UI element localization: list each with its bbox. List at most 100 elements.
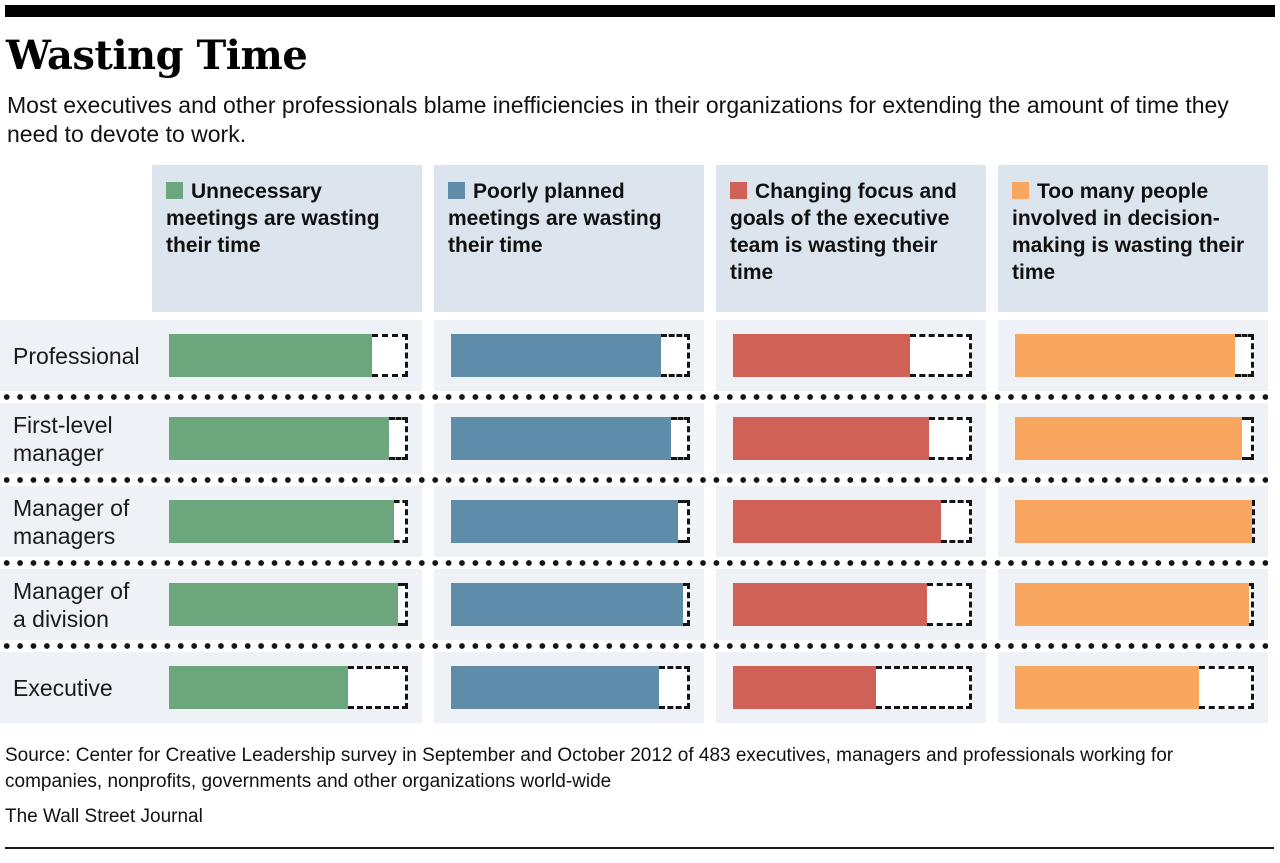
bar-cell [434,652,704,723]
bar-fill [733,417,929,460]
column-gap [422,320,434,391]
bar-track [733,500,972,543]
bar-cell [434,403,704,474]
column-gap [704,403,716,474]
column-header-label: Changing focus and goals of the executiv… [730,180,957,284]
bar-fill [169,334,373,377]
credit-line: The Wall Street Journal [5,806,203,827]
column-gap [986,486,998,557]
bar-cell [152,486,422,557]
page-title: Wasting Time [6,32,308,79]
column-header-3: Changing focus and goals of the executiv… [716,165,986,312]
dotted-separator [0,557,1268,569]
bar-fill [1015,334,1235,377]
bar-cell [152,569,422,640]
dotted-separator [0,474,1268,486]
column-header-1: Unnecessary meetings are wasting their t… [152,165,422,312]
chart-row: First-level manager [0,403,1268,474]
bar-cell [716,652,986,723]
chart-row: Manager of managers [0,486,1268,557]
bar-track [733,666,972,709]
bar-track [451,500,690,543]
column-header-row: Unnecessary meetings are wasting their t… [0,165,1268,312]
column-gap [986,569,998,640]
bar-fill [169,417,389,460]
dotted-separator [0,640,1268,652]
bar-track [169,417,408,460]
row-label: Manager of a division [0,569,152,640]
column-gap [704,652,716,723]
legend-swatch-icon [166,182,183,199]
bar-track [1015,500,1255,543]
column-gap [704,165,716,312]
dotted-separator [0,391,1268,403]
bar-fill [169,583,399,626]
bar-remainder [1199,666,1254,709]
chart-subtitle: Most executives and other professionals … [7,92,1229,147]
column-gap [704,486,716,557]
bar-fill [169,666,349,709]
bar-cell [434,569,704,640]
bar-remainder [928,417,972,460]
column-gap [422,569,434,640]
bar-remainder [393,500,408,543]
row-label: Executive [0,652,152,723]
column-gap [986,652,998,723]
bar-track [1015,334,1254,377]
bar-remainder [1234,334,1254,377]
header-label-spacer [0,165,152,312]
bar-cell [998,652,1268,723]
bar-remainder [940,500,972,543]
bar-track [451,666,690,709]
chart-row: Professional [0,320,1268,391]
bar-remainder [926,583,972,626]
column-gap [986,165,998,312]
bar-fill [451,417,671,460]
column-gap [704,569,716,640]
bar-cell [998,403,1268,474]
bar-track [1015,417,1254,460]
bar-track [169,500,408,543]
bar-track [451,583,690,626]
bar-cell [434,320,704,391]
column-header-label: Poorly planned meetings are wasting thei… [448,180,662,257]
column-gap [986,403,998,474]
bar-cell [152,320,422,391]
column-header-label: Too many people involved in decision-mak… [1012,180,1245,284]
column-header-2: Poorly planned meetings are wasting thei… [434,165,704,312]
bar-remainder [670,417,690,460]
column-gap [986,320,998,391]
bar-remainder [372,334,408,377]
bar-cell [998,320,1268,391]
legend-swatch-icon [1012,182,1029,199]
chart-row: Executive [0,652,1268,723]
bar-track [1015,583,1254,626]
bar-remainder [678,500,690,543]
bar-remainder [876,666,972,709]
bar-fill [1015,583,1250,626]
bar-fill [451,500,679,543]
legend-swatch-icon [730,182,747,199]
bar-fill [733,334,910,377]
bar-track [169,334,408,377]
chart-grid: Unnecessary meetings are wasting their t… [0,165,1268,723]
bar-fill [733,500,941,543]
column-gap [422,486,434,557]
bar-track [169,583,408,626]
bar-cell [716,569,986,640]
bar-fill [1015,666,1200,709]
bar-cell [716,403,986,474]
bar-remainder [682,583,690,626]
row-label: Manager of managers [0,486,152,557]
bar-remainder [1251,500,1255,543]
bar-cell [716,320,986,391]
bar-track [733,334,972,377]
column-gap [422,652,434,723]
bar-fill [1015,500,1252,543]
bar-remainder [398,583,408,626]
source-note: Source: Center for Creative Leadership s… [5,745,1174,792]
bar-fill [451,583,683,626]
column-header-4: Too many people involved in decision-mak… [998,165,1268,312]
bar-track [733,583,972,626]
bar-remainder [658,666,690,709]
